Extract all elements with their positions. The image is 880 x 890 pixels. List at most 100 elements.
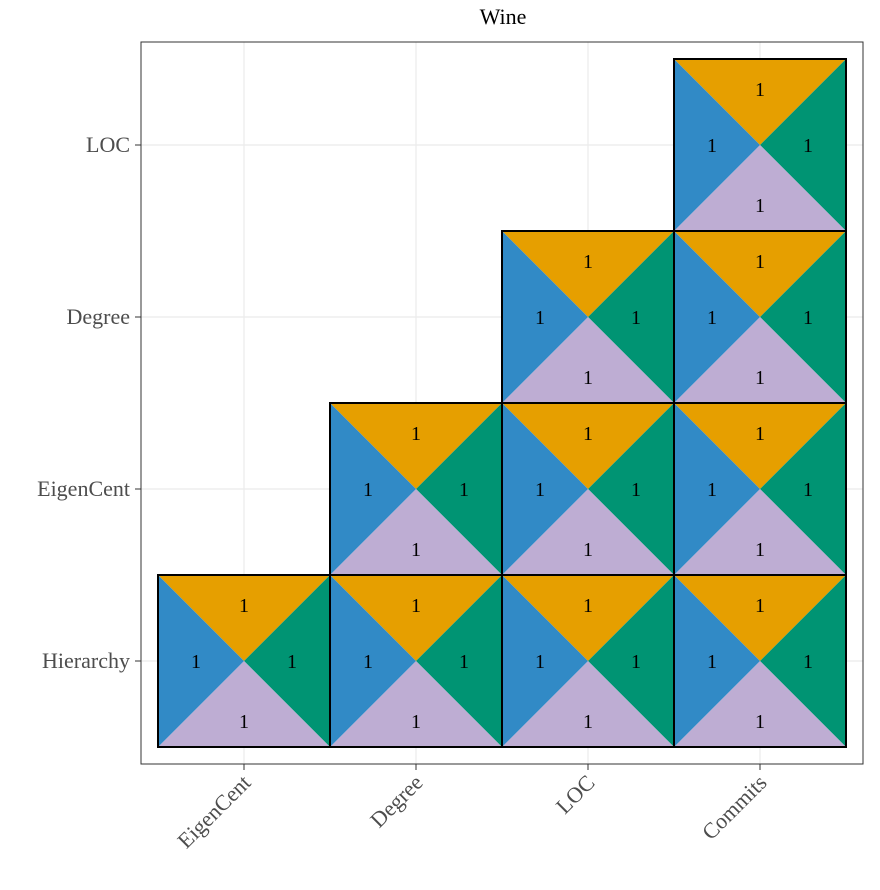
right-value-label: 1 <box>287 651 297 673</box>
bottom-value-label: 1 <box>583 367 593 389</box>
x-tick-label: EigenCent <box>172 770 255 853</box>
bottom-triangle <box>502 317 674 403</box>
left-triangle <box>502 575 588 747</box>
top-value-label: 1 <box>755 595 765 617</box>
tile: 1 1 1 1 <box>673 574 847 748</box>
left-value-label: 1 <box>535 479 545 501</box>
bottom-triangle <box>330 489 502 575</box>
bottom-triangle <box>674 661 846 747</box>
left-triangle <box>674 231 760 403</box>
left-value-label: 1 <box>707 479 717 501</box>
right-value-label: 1 <box>631 307 641 329</box>
top-value-label: 1 <box>755 423 765 445</box>
tile: 1 1 1 1 <box>329 574 503 748</box>
top-triangle <box>330 575 502 661</box>
right-value-label: 1 <box>803 135 813 157</box>
tile: 1 1 1 1 <box>673 402 847 576</box>
left-triangle <box>502 403 588 575</box>
left-triangle <box>330 403 416 575</box>
right-value-label: 1 <box>803 479 813 501</box>
top-value-label: 1 <box>583 251 593 273</box>
top-value-label: 1 <box>411 423 421 445</box>
left-triangle <box>674 403 760 575</box>
bottom-triangle <box>674 145 846 231</box>
bottom-value-label: 1 <box>239 711 249 733</box>
top-triangle <box>502 575 674 661</box>
x-tick-label: Degree <box>365 770 428 833</box>
left-triangle <box>674 575 760 747</box>
top-value-label: 1 <box>755 79 765 101</box>
tile-border <box>673 58 847 232</box>
top-triangle <box>502 403 674 489</box>
left-value-label: 1 <box>363 479 373 501</box>
left-triangle <box>158 575 244 747</box>
right-value-label: 1 <box>803 651 813 673</box>
bottom-triangle <box>502 489 674 575</box>
bottom-value-label: 1 <box>583 711 593 733</box>
right-triangle <box>588 575 674 747</box>
bottom-value-label: 1 <box>755 711 765 733</box>
y-tick-label: EigenCent <box>37 476 130 501</box>
right-triangle <box>244 575 330 747</box>
right-value-label: 1 <box>459 651 469 673</box>
tile: 1 1 1 1 <box>501 230 675 404</box>
top-value-label: 1 <box>583 423 593 445</box>
chart-title: Wine <box>480 4 527 29</box>
top-value-label: 1 <box>583 595 593 617</box>
right-value-label: 1 <box>459 479 469 501</box>
tile: 1 1 1 1 <box>501 402 675 576</box>
right-triangle <box>760 59 846 231</box>
bottom-value-label: 1 <box>755 367 765 389</box>
top-value-label: 1 <box>239 595 249 617</box>
right-triangle <box>588 231 674 403</box>
x-tick-label: Commits <box>697 770 772 845</box>
right-value-label: 1 <box>631 651 641 673</box>
right-triangle <box>416 403 502 575</box>
right-triangle <box>416 575 502 747</box>
y-tick-label: LOC <box>86 132 130 157</box>
bottom-triangle <box>158 661 330 747</box>
bottom-value-label: 1 <box>755 195 765 217</box>
bottom-value-label: 1 <box>411 539 421 561</box>
right-triangle <box>760 403 846 575</box>
tile: 1 1 1 1 <box>329 402 503 576</box>
top-triangle <box>674 231 846 317</box>
y-tick-label: Hierarchy <box>42 648 130 673</box>
panel-border <box>140 41 864 765</box>
tile: 1 1 1 1 <box>157 574 331 748</box>
bottom-triangle <box>502 661 674 747</box>
top-triangle <box>502 231 674 317</box>
bottom-value-label: 1 <box>411 711 421 733</box>
left-value-label: 1 <box>707 135 717 157</box>
top-triangle <box>330 403 502 489</box>
top-triangle <box>158 575 330 661</box>
right-triangle <box>760 231 846 403</box>
left-triangle <box>330 575 416 747</box>
bottom-triangle <box>674 317 846 403</box>
right-value-label: 1 <box>803 307 813 329</box>
bottom-value-label: 1 <box>755 539 765 561</box>
left-value-label: 1 <box>707 651 717 673</box>
x-tick-label: LOC <box>551 770 600 819</box>
bottom-value-label: 1 <box>583 539 593 561</box>
tile: 1 1 1 1 <box>673 230 847 404</box>
y-tick-label: Degree <box>66 304 130 329</box>
left-value-label: 1 <box>363 651 373 673</box>
right-value-label: 1 <box>631 479 641 501</box>
tile: 1 1 1 1 <box>673 58 847 232</box>
left-value-label: 1 <box>535 651 545 673</box>
right-triangle <box>588 403 674 575</box>
left-value-label: 1 <box>191 651 201 673</box>
left-value-label: 1 <box>535 307 545 329</box>
top-value-label: 1 <box>755 251 765 273</box>
left-value-label: 1 <box>707 307 717 329</box>
top-triangle <box>674 59 846 145</box>
left-triangle <box>674 59 760 231</box>
right-triangle <box>760 575 846 747</box>
tile: 1 1 1 1 <box>501 574 675 748</box>
left-triangle <box>502 231 588 403</box>
top-value-label: 1 <box>411 595 421 617</box>
top-triangle <box>674 403 846 489</box>
top-triangle <box>674 575 846 661</box>
